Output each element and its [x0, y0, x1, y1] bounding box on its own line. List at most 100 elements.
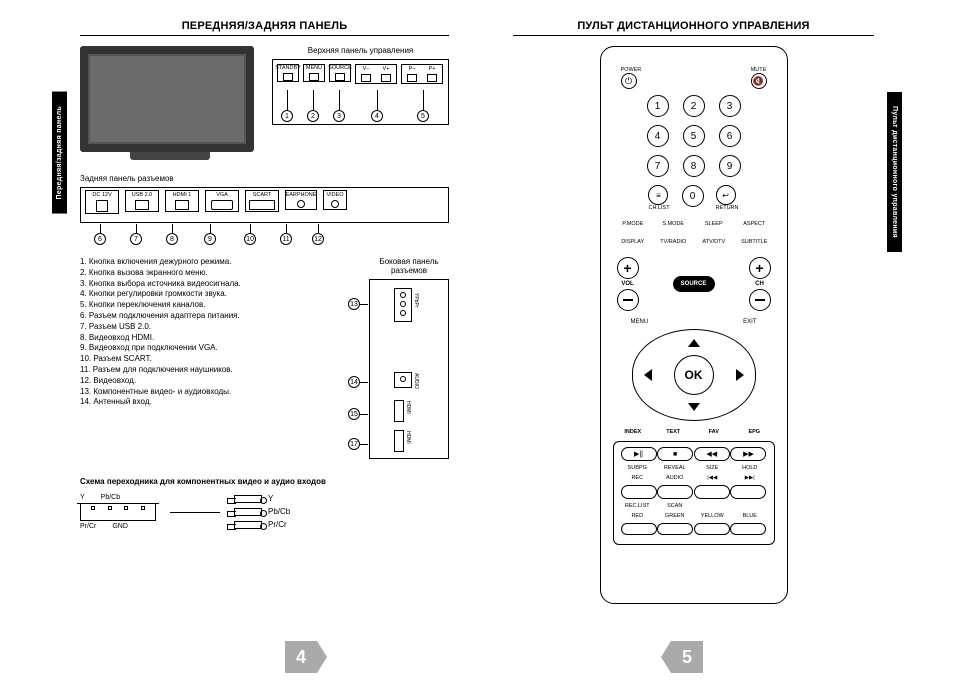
- side-tab-right: Пульт дистанционного управления: [887, 92, 902, 252]
- green-button[interactable]: [657, 523, 693, 535]
- rew-button[interactable]: ◀◀: [694, 447, 730, 461]
- num-10: 10: [244, 233, 256, 245]
- func-row-3: INDEX TEXT FAV EPG: [613, 429, 775, 435]
- ch-label: CH: [755, 281, 764, 287]
- plug-gnd: GND: [112, 523, 128, 530]
- side-port-audio: AUDIO: [394, 372, 412, 388]
- audio-button[interactable]: [657, 485, 693, 499]
- num-5-btn[interactable]: 5: [683, 125, 705, 147]
- legend-5: 5. Кнопки переключения каналов.: [80, 300, 355, 311]
- side-panel-col: Боковая панель разъемов YPbPr AUDIO HDMI: [369, 257, 449, 459]
- rca-pr: Pr/Cr: [268, 520, 287, 529]
- num-8-btn[interactable]: 8: [683, 155, 705, 177]
- legend-12: 12. Видеовход.: [80, 376, 355, 387]
- dpad-left[interactable]: [644, 369, 652, 381]
- num-3-btn[interactable]: 3: [719, 95, 741, 117]
- return-label: RETURN: [716, 205, 739, 211]
- page-num-left: 4: [285, 641, 317, 673]
- num-14: 14: [348, 376, 360, 388]
- plug-pb: Pb/Cb: [101, 494, 120, 501]
- num-1: 1: [281, 110, 293, 122]
- num-6-btn[interactable]: 6: [719, 125, 741, 147]
- side-port-hdmi2: HDMI: [394, 400, 404, 422]
- chlist-button[interactable]: ≡: [648, 185, 668, 205]
- media-panel: ▶|| ■ ◀◀ ▶▶ SUBPG REVEAL SIZE HOLD REC A…: [613, 441, 775, 545]
- yellow-button[interactable]: [694, 523, 730, 535]
- num-15: 15: [348, 408, 360, 420]
- num-6: 6: [94, 233, 106, 245]
- vol-pair: V– V+: [355, 64, 397, 84]
- ch-down-button[interactable]: [749, 289, 771, 311]
- legend-9: 9. Видеовход при подключении VGA.: [80, 343, 355, 354]
- next-button[interactable]: [730, 485, 766, 499]
- num-0-btn[interactable]: 0: [682, 185, 704, 207]
- num-2: 2: [307, 110, 319, 122]
- play-pause-button[interactable]: ▶||: [621, 447, 657, 461]
- power-button[interactable]: ⏻: [621, 73, 637, 89]
- rca-y: Y: [268, 494, 273, 503]
- num-5: 5: [417, 110, 429, 122]
- scheme-diagram: Y Pb/Cb Pr/Cr GND Y Pb/Cb Pr/Cr: [80, 494, 449, 533]
- num-1-btn[interactable]: 1: [647, 95, 669, 117]
- remote: POWER ⏻ MUTE 🔇 1 2 3 4 5 6 7 8 9: [600, 46, 788, 604]
- num-17: 17: [348, 438, 360, 450]
- side-tab-left: Передняя/задняя панель: [52, 92, 67, 214]
- legend-13: 13. Компонентные видео- и аудиовходы.: [80, 387, 355, 398]
- ok-button[interactable]: OK: [674, 355, 714, 395]
- side-panel: YPbPr AUDIO HDMI HDMI 13: [369, 279, 449, 459]
- dpad-up[interactable]: [688, 339, 700, 347]
- top-control-panel: Верхняя панель управления STANDBY MENU S…: [272, 46, 449, 125]
- num-2-btn[interactable]: 2: [683, 95, 705, 117]
- ff-button[interactable]: ▶▶: [730, 447, 766, 461]
- num-3: 3: [333, 110, 345, 122]
- rear-panel-numbers: 6 7 8 9 10 11 12: [80, 233, 449, 245]
- dpad-down[interactable]: [688, 403, 700, 411]
- num-4-btn[interactable]: 4: [647, 125, 669, 147]
- rec-button[interactable]: [621, 485, 657, 499]
- legend-7: 7. Разъем USB 2.0.: [80, 322, 355, 333]
- legend-4: 4. Кнопки регулировки громкости звука.: [80, 289, 355, 300]
- title-rule-right: ПУЛЬТ ДИСТАНЦИОННОГО УПРАВЛЕНИЯ: [513, 20, 874, 36]
- port-video: VIDEO: [323, 190, 347, 210]
- num-11: 11: [280, 233, 292, 245]
- rca-pb: Pb/Cb: [268, 507, 290, 516]
- vol-up-button[interactable]: +: [617, 257, 639, 279]
- scheme-title: Схема переходника для компонентных видео…: [80, 477, 449, 486]
- port-usb: USB 2.0: [125, 190, 159, 212]
- legend-8: 8. Видеовход HDMI.: [80, 333, 355, 344]
- mute-button[interactable]: 🔇: [751, 73, 767, 89]
- stop-button[interactable]: ■: [657, 447, 693, 461]
- legend-1: 1. Кнопка включения дежурного режима.: [80, 257, 355, 268]
- title-right: ПУЛЬТ ДИСТАНЦИОННОГО УПРАВЛЕНИЯ: [513, 20, 874, 32]
- blue-button[interactable]: [730, 523, 766, 535]
- title-rule-left: ПЕРЕДНЯЯ/ЗАДНЯЯ ПАНЕЛЬ: [80, 20, 449, 36]
- legend-and-side-panel: 1. Кнопка включения дежурного режима. 2.…: [80, 257, 449, 459]
- power-label: POWER: [621, 67, 642, 73]
- dpad-right[interactable]: [736, 369, 744, 381]
- return-button[interactable]: ↩: [716, 185, 736, 205]
- vol-down-button[interactable]: [617, 289, 639, 311]
- num-7-btn[interactable]: 7: [647, 155, 669, 177]
- legend-14: 14. Антенный вход.: [80, 397, 355, 408]
- page-right: Пульт дистанционного управления ПУЛЬТ ДИ…: [477, 0, 954, 681]
- num-9-btn[interactable]: 9: [719, 155, 741, 177]
- red-button[interactable]: [621, 523, 657, 535]
- exit-label: EXIT: [743, 319, 756, 325]
- prev-button[interactable]: [694, 485, 730, 499]
- vol-label: VOL: [621, 281, 633, 287]
- prog-pair: P– P+: [401, 64, 443, 84]
- legend-list: 1. Кнопка включения дежурного режима. 2.…: [80, 257, 355, 459]
- port-scart: SCART: [245, 190, 279, 212]
- rca-col: Y Pb/Cb Pr/Cr: [234, 494, 290, 533]
- plug-y: Y: [80, 494, 85, 501]
- side-panel-label: Боковая панель разъемов: [369, 257, 449, 275]
- rear-panel-label: Задняя панель разъемов: [80, 174, 449, 183]
- num-9: 9: [204, 233, 216, 245]
- num-13: 13: [348, 298, 360, 310]
- num-12: 12: [312, 233, 324, 245]
- title-left: ПЕРЕДНЯЯ/ЗАДНЯЯ ПАНЕЛЬ: [80, 20, 449, 32]
- port-vga: VGA: [205, 190, 239, 212]
- source-button[interactable]: SOURCE: [673, 276, 715, 292]
- mute-label: MUTE: [751, 67, 767, 73]
- ch-up-button[interactable]: +: [749, 257, 771, 279]
